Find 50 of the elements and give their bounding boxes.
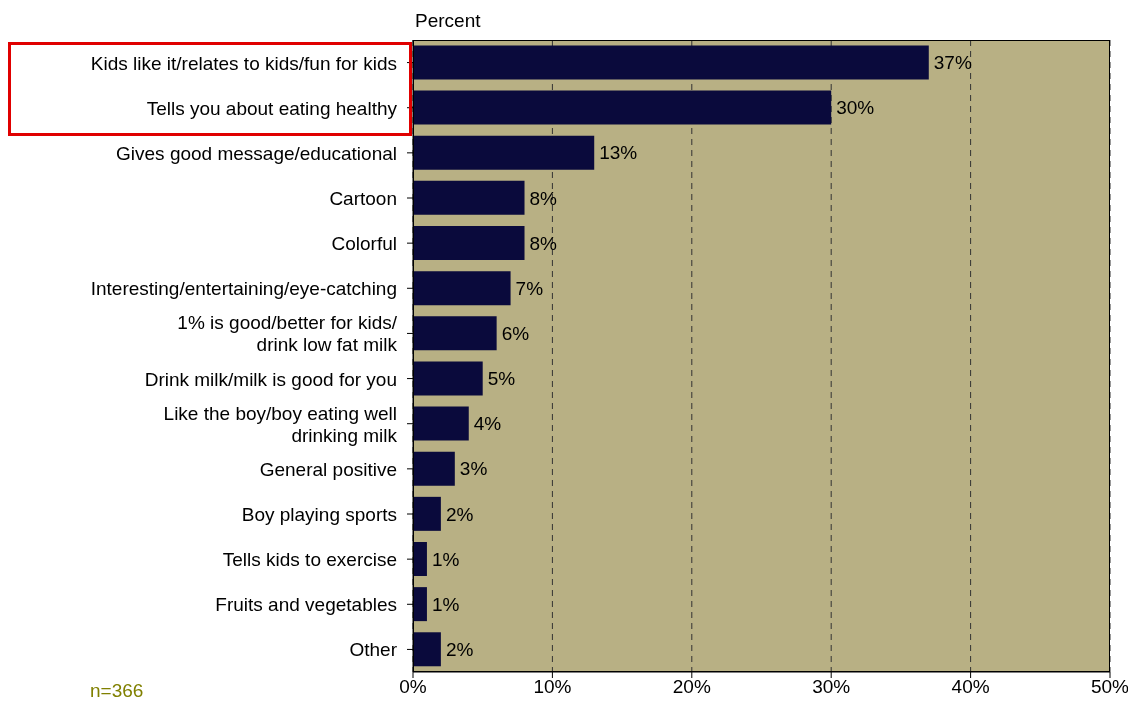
y-tick-label: Kids like it/relates to kids/fun for kids (90, 52, 397, 74)
y-tick-label: Colorful (331, 232, 397, 254)
bar (413, 451, 455, 486)
y-tick-label: Cartoon (329, 187, 397, 209)
data-label: 6% (501, 323, 530, 345)
y-tick-label: Other (349, 638, 398, 660)
bar (413, 587, 427, 622)
bar (413, 45, 929, 80)
x-tick-label: 30% (812, 676, 851, 698)
data-label: 7% (515, 277, 544, 299)
data-label: 13% (599, 142, 638, 164)
data-label: 5% (487, 368, 516, 390)
x-tick-label: 20% (672, 676, 711, 698)
bar (413, 225, 525, 260)
data-label: 3% (459, 458, 488, 480)
data-label: 8% (529, 187, 558, 209)
x-tick-label: 10% (533, 676, 572, 698)
y-tick-label: Like the boy/boy eating well drinking milk (163, 402, 398, 446)
x-tick-label: 40% (951, 676, 990, 698)
y-tick-label: Tells you about eating healthy (146, 97, 398, 119)
y-tick-label: Tells kids to exercise (222, 548, 397, 570)
x-tick-label: 50% (1090, 676, 1130, 698)
data-label: 30% (836, 97, 875, 119)
bar (413, 496, 441, 531)
y-tick-label: Drink milk/milk is good for you (144, 368, 397, 390)
x-tick-label: 0% (399, 676, 427, 698)
data-label: 8% (529, 232, 558, 254)
y-tick-label: General positive (259, 458, 397, 480)
bar (413, 90, 832, 125)
data-label: 37% (933, 52, 972, 74)
data-label: 4% (473, 413, 502, 435)
bar (413, 541, 427, 576)
bar (413, 271, 511, 306)
data-label: 1% (431, 593, 460, 615)
y-tick-label: Gives good message/educational (116, 142, 397, 164)
data-label: 1% (431, 548, 460, 570)
bar (413, 180, 525, 215)
data-label: 2% (445, 639, 474, 661)
data-label: 2% (445, 503, 474, 525)
bar (413, 406, 469, 441)
bar (413, 632, 441, 667)
y-tick-label: Interesting/entertaining/eye-catching (90, 277, 397, 299)
x-axis-title: Percent (415, 10, 481, 32)
bar (413, 316, 497, 351)
text: n=366 (90, 680, 144, 702)
y-tick-label: 1% is good/better for kids/ drink low fat milk (177, 311, 398, 355)
bar (413, 361, 483, 396)
y-tick-label: Fruits and vegetables (215, 593, 397, 615)
bar (413, 135, 595, 170)
y-tick-label: Boy playing sports (241, 503, 397, 525)
